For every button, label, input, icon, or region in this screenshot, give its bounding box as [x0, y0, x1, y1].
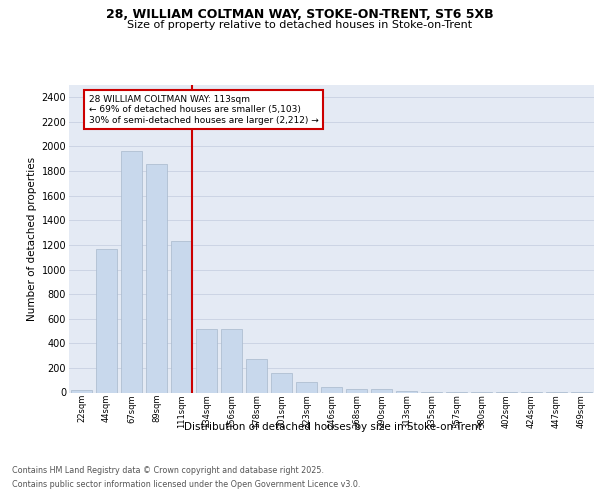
Bar: [196, 329, 217, 392]
Bar: [221, 329, 242, 392]
Bar: [346, 389, 367, 392]
Text: Distribution of detached houses by size in Stoke-on-Trent: Distribution of detached houses by size …: [184, 422, 482, 432]
Text: Contains HM Land Registry data © Crown copyright and database right 2025.: Contains HM Land Registry data © Crown c…: [12, 466, 324, 475]
Bar: [121, 152, 142, 392]
Y-axis label: Number of detached properties: Number of detached properties: [28, 156, 37, 321]
Text: 28 WILLIAM COLTMAN WAY: 113sqm
← 69% of detached houses are smaller (5,103)
30% : 28 WILLIAM COLTMAN WAY: 113sqm ← 69% of …: [89, 95, 319, 124]
Bar: [71, 390, 92, 392]
Bar: [171, 241, 192, 392]
Text: Contains public sector information licensed under the Open Government Licence v3: Contains public sector information licen…: [12, 480, 361, 489]
Text: Size of property relative to detached houses in Stoke-on-Trent: Size of property relative to detached ho…: [127, 20, 473, 30]
Bar: [96, 249, 117, 392]
Bar: [271, 374, 292, 392]
Text: 28, WILLIAM COLTMAN WAY, STOKE-ON-TRENT, ST6 5XB: 28, WILLIAM COLTMAN WAY, STOKE-ON-TRENT,…: [106, 8, 494, 20]
Bar: [371, 389, 392, 392]
Bar: [146, 164, 167, 392]
Bar: [296, 382, 317, 392]
Bar: [246, 358, 267, 392]
Bar: [321, 387, 342, 392]
